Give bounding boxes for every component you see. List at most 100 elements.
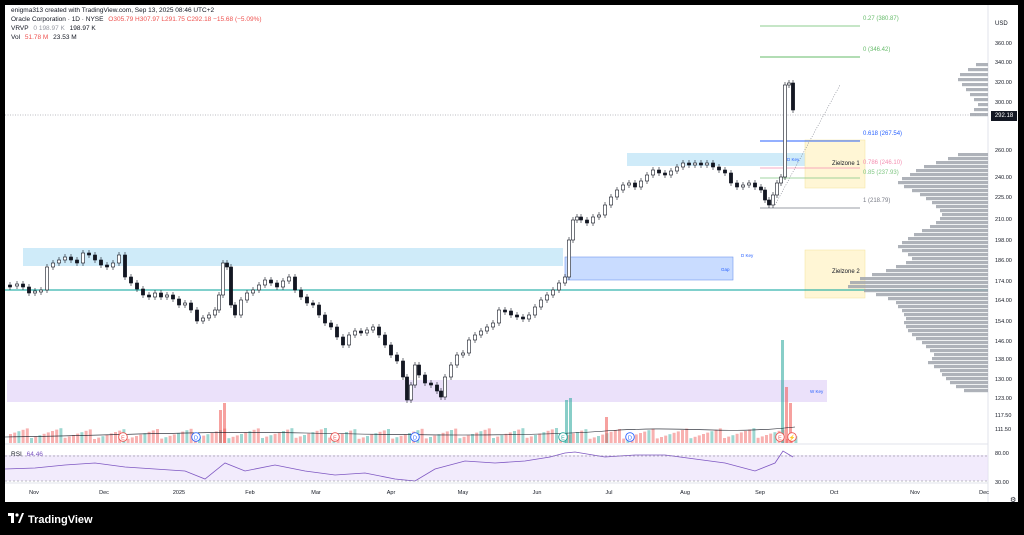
- candle-body: [633, 182, 637, 188]
- volume-bar: [748, 429, 752, 443]
- volume-bar: [693, 436, 697, 443]
- candle-body: [763, 189, 767, 201]
- volume-bar: [441, 432, 445, 443]
- candle-body: [515, 314, 519, 318]
- candle-body: [359, 330, 363, 334]
- fib-label: 0.618 (267.54): [863, 131, 903, 137]
- volume-bar: [685, 428, 689, 443]
- volume-bar: [655, 438, 659, 443]
- settings-gear-icon[interactable]: ⚙: [1010, 497, 1017, 502]
- event-marker-icon: [191, 432, 201, 442]
- candle-body: [51, 262, 55, 268]
- candle-body: [591, 216, 595, 224]
- volume-bar: [429, 437, 432, 443]
- event-marker-letter: D: [413, 435, 417, 441]
- symbol-name[interactable]: Oracle Corporation · 1D · NYSE: [11, 16, 104, 23]
- tradingview-brand-text: TradingView: [28, 513, 93, 526]
- volume-bar: [731, 435, 735, 443]
- volume-profile-bar: [940, 217, 988, 221]
- volume-bar: [340, 433, 344, 443]
- volume-bar: [273, 433, 277, 443]
- candle-body: [27, 286, 31, 294]
- zone-label-d-key-upper: D Key: [787, 157, 800, 162]
- volume-profile-bar: [976, 63, 988, 67]
- candle-body: [651, 169, 655, 176]
- candle-body: [485, 326, 489, 332]
- volume-bar: [303, 435, 306, 443]
- chart-pane[interactable]: E D E D E D E ⚡ enigma313 created with TradingV…: [5, 5, 1018, 502]
- price-label: 117.50: [995, 413, 1012, 419]
- candle-body: [753, 182, 757, 188]
- volume-bar: [67, 436, 71, 443]
- volume-bar: [177, 433, 180, 443]
- candle-body: [299, 289, 303, 298]
- volume-bar: [769, 433, 773, 443]
- candle-body: [473, 334, 477, 341]
- candle-body: [675, 166, 679, 172]
- candle-body: [123, 254, 127, 278]
- candle-body: [129, 276, 133, 284]
- tradingview-logo[interactable]: TradingView: [8, 513, 93, 526]
- fib-label: 1 (218.79): [863, 198, 891, 204]
- volume-profile-bar: [902, 177, 988, 181]
- volume-bar: [471, 434, 474, 443]
- candle-body: [615, 189, 619, 198]
- volume-bar: [450, 430, 453, 443]
- candle-body: [75, 259, 79, 264]
- event-marker-letter: D: [628, 435, 632, 441]
- volume-profile-bar: [912, 257, 988, 261]
- event-marker-letter: ⚡: [789, 434, 796, 441]
- volume-bar: [513, 431, 516, 443]
- volume-bar: [702, 434, 705, 443]
- volume-bar: [538, 433, 542, 443]
- volume-bar: [189, 428, 193, 443]
- price-label: 198.00: [995, 238, 1012, 244]
- candle-body: [571, 219, 575, 241]
- rsi-label[interactable]: RSI: [11, 451, 22, 458]
- candle-body: [141, 288, 145, 296]
- volume-profile-bar: [936, 221, 988, 225]
- volume-bar: [361, 437, 365, 443]
- fib-label: 0.786 (246.10): [863, 160, 903, 166]
- volume-bar: [550, 429, 554, 443]
- rsi-axis-label: 80.00: [995, 451, 1009, 457]
- price-chart-svg[interactable]: E D E D E D E ⚡: [5, 5, 1018, 502]
- candle-body: [417, 364, 421, 376]
- volume-bar: [240, 434, 243, 443]
- volume-profile-bar: [904, 321, 988, 325]
- volume-spike-bar: [219, 410, 222, 443]
- volume-bar: [139, 434, 143, 443]
- candle-body: [729, 172, 733, 184]
- volume-profile-bar: [906, 261, 988, 265]
- volume-bar: [164, 437, 168, 443]
- zielzone-1-box: [804, 139, 866, 189]
- created-by-text: enigma313 created with TradingView.com, …: [11, 7, 215, 14]
- volume-bar: [25, 428, 29, 443]
- volume-bar: [613, 430, 617, 443]
- candle-body: [335, 326, 339, 338]
- volume-bar: [643, 431, 647, 443]
- rsi-axis-label: 30.00: [995, 480, 1009, 486]
- candle-body: [165, 294, 169, 298]
- vrvp-label[interactable]: VRVP: [11, 25, 29, 32]
- volume-profile-bar: [932, 201, 988, 205]
- candle-body: [389, 344, 393, 356]
- price-label: 210.00: [995, 217, 1012, 223]
- vol-label[interactable]: Vol: [11, 34, 21, 41]
- current-price-tag: 292.18: [991, 111, 1017, 121]
- candle-body: [663, 172, 667, 176]
- volume-bar: [185, 430, 189, 443]
- volume-profile-bar: [932, 357, 988, 361]
- volume-bar: [639, 433, 642, 443]
- candle-body: [693, 162, 697, 166]
- price-label: 186.00: [995, 258, 1012, 264]
- d-key-zone-lower: [23, 248, 563, 266]
- volume-bar: [706, 432, 710, 443]
- volume-profile-bar: [958, 78, 988, 82]
- candle-body: [239, 299, 243, 316]
- d-key-zone-upper: [627, 153, 805, 166]
- candle-body: [563, 276, 567, 284]
- volume-profile-bar: [906, 317, 988, 321]
- symbol-line: Oracle Corporation · 1D · NYSE O305.79 H…: [11, 16, 265, 23]
- volume-bar: [294, 437, 298, 443]
